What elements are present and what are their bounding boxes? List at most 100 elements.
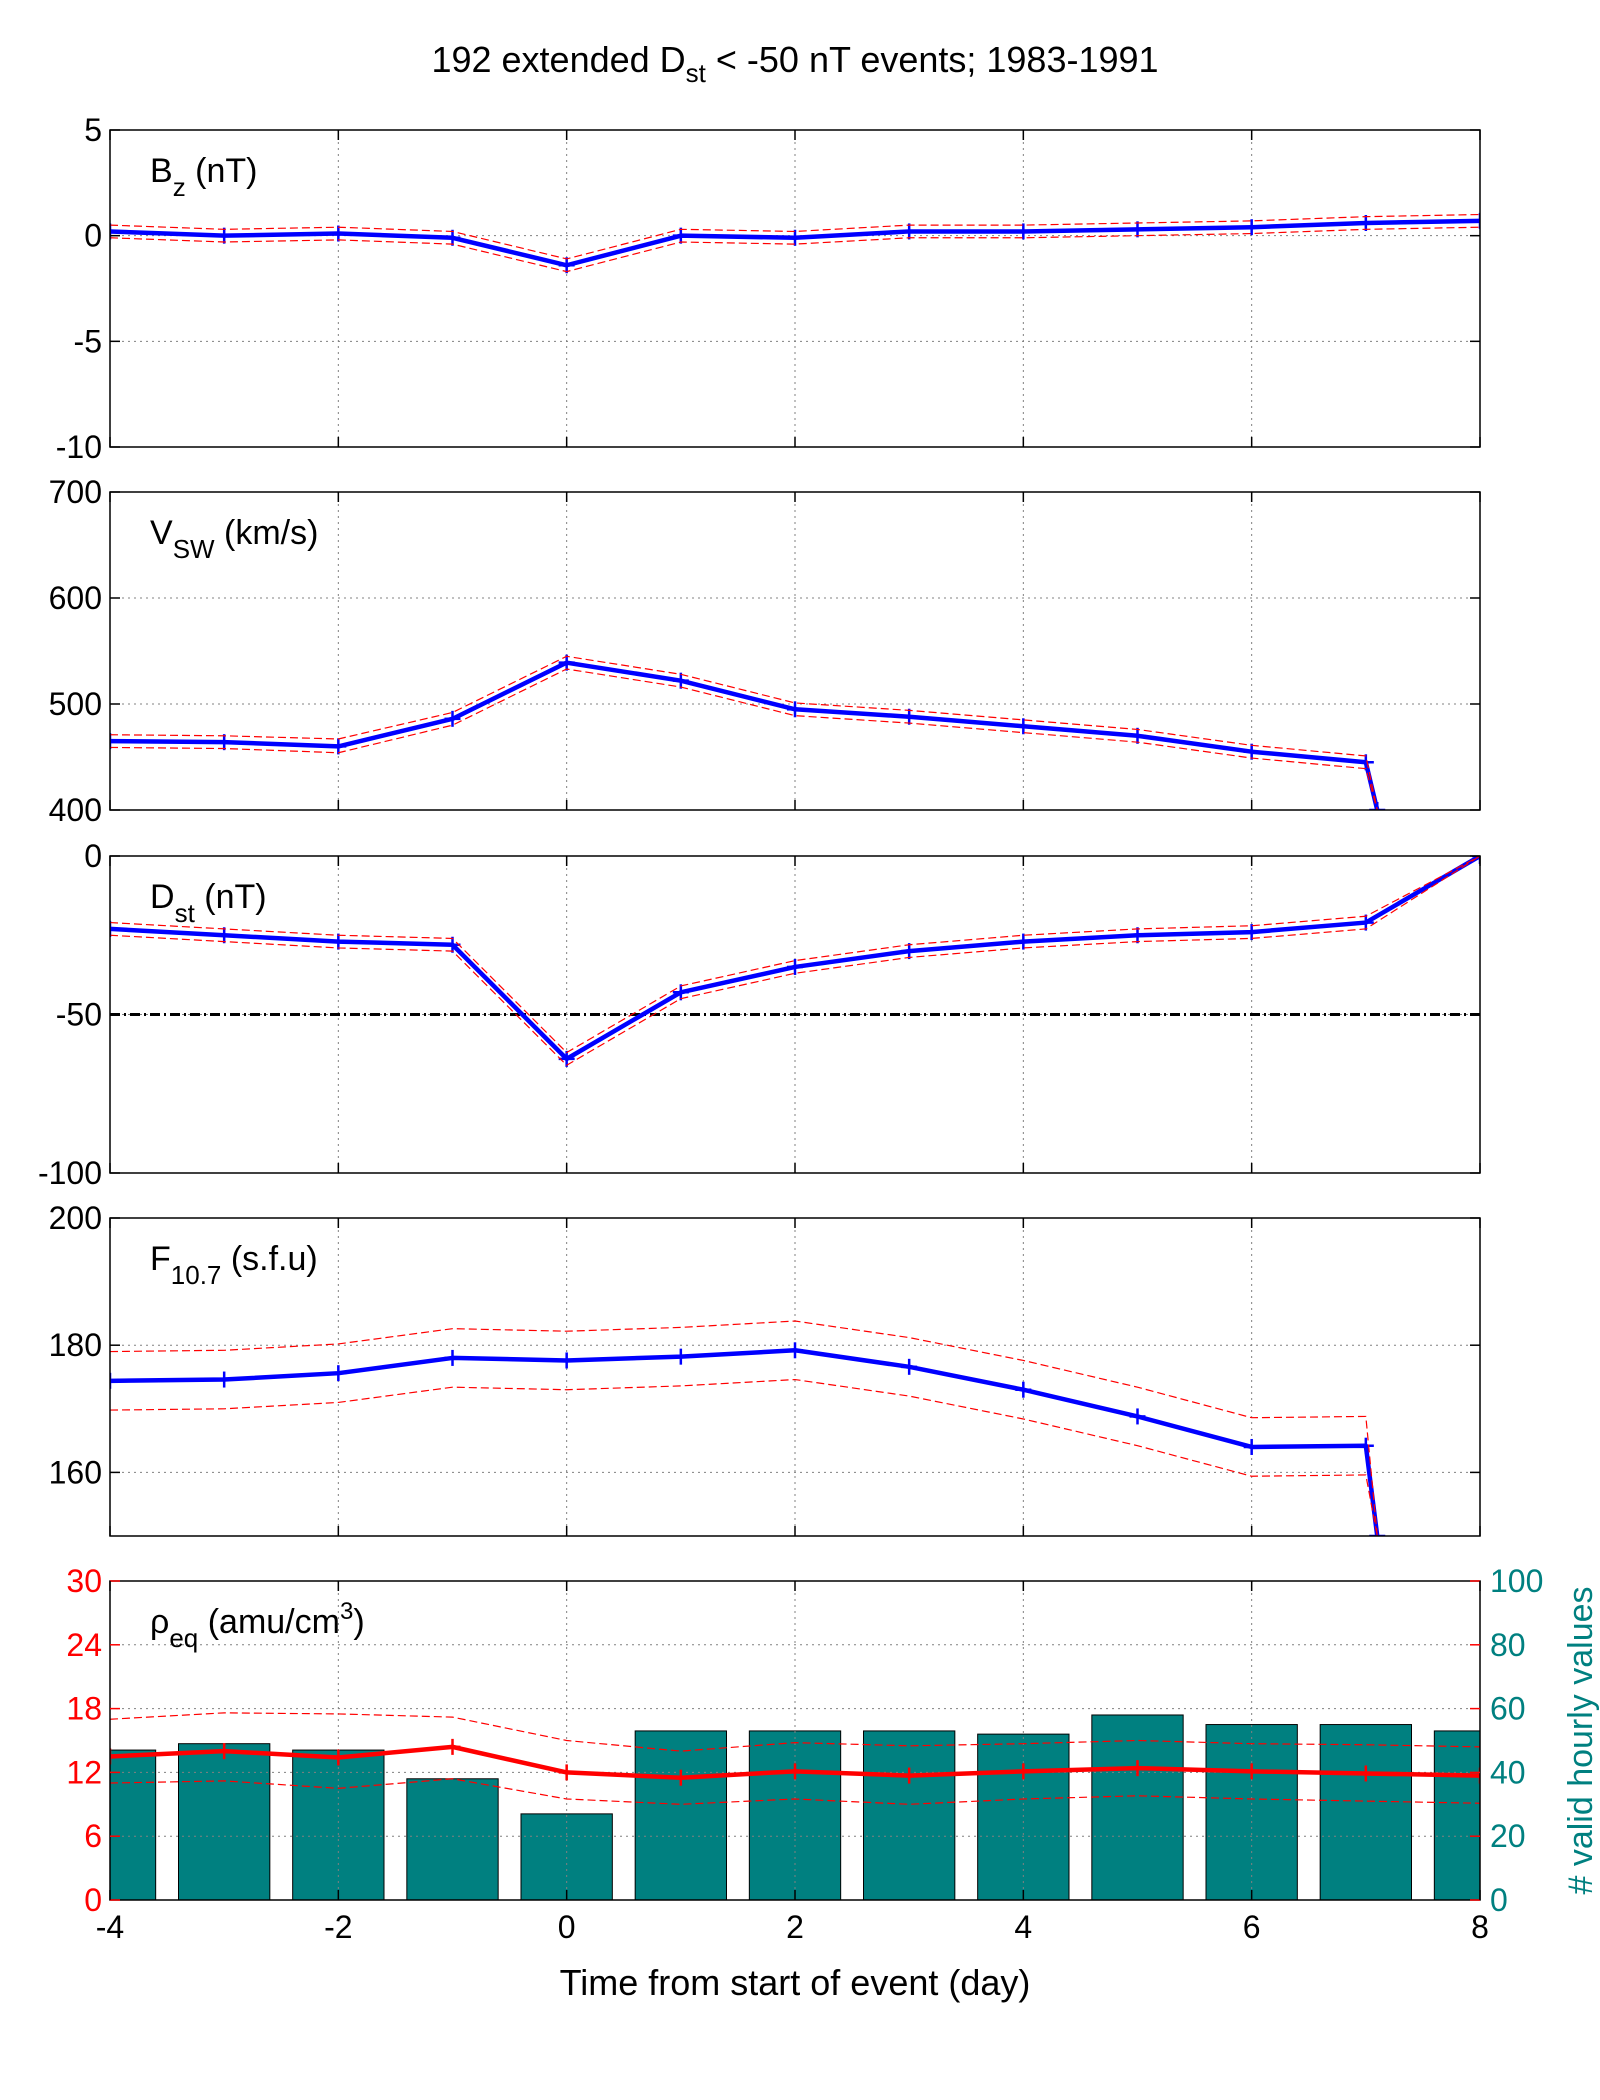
y2-tick-label: 40: [1490, 1754, 1526, 1790]
data-point: [558, 257, 575, 274]
series-lower-bound: [110, 1378, 1378, 1536]
data-point: [901, 223, 918, 240]
data-point: [1129, 927, 1146, 944]
series-group: [110, 1320, 1386, 1536]
panel-f10-7: 160 180 200 F10.7 (s.f.u): [49, 1200, 1481, 1537]
panel-label: ρeq (amu/cm3): [150, 1598, 365, 1653]
x-tick-label: 6: [1243, 1909, 1261, 1945]
x-tick-label: 2: [786, 1909, 804, 1945]
x-tick-label: 4: [1014, 1909, 1032, 1945]
y-tick-label: -10: [56, 429, 102, 465]
y-tick-label: 0: [84, 218, 102, 254]
data-point: [1129, 727, 1146, 744]
y-tick-label: 24: [66, 1627, 102, 1663]
data-point: [1129, 221, 1146, 238]
count-bar: [178, 1743, 271, 1900]
data-point: [1357, 914, 1374, 931]
panel-label: VSW (km/s): [150, 514, 318, 564]
data-point: [1357, 754, 1374, 771]
data-point: [787, 1342, 803, 1359]
x-tick-label: 0: [558, 1909, 576, 1945]
y-tick-label: 12: [66, 1754, 102, 1790]
data-point: [787, 701, 803, 718]
y-tick-label: -100: [38, 1155, 102, 1191]
data-point: [1357, 1437, 1374, 1454]
data-point: [216, 1743, 233, 1760]
series-upper-bound: [110, 655, 1378, 810]
data-point: [330, 933, 347, 950]
series-upper-bound: [110, 213, 1480, 260]
data-point: [558, 1050, 575, 1067]
panel-dst: -100 -50 0 Dst (nT): [38, 838, 1481, 1191]
data-point: [901, 1767, 918, 1784]
y-tick-label: 0: [84, 1882, 102, 1918]
series-mean-line: [110, 1348, 1380, 1536]
data-point: [1015, 1381, 1032, 1398]
data-point: [444, 710, 461, 727]
data-point: [330, 738, 347, 755]
series-group: [110, 1712, 1480, 1805]
data-point: [110, 733, 118, 750]
x-tick-label: 8: [1471, 1909, 1489, 1945]
y2-axis-label: # valid hourly values: [1562, 1586, 1600, 1894]
count-bar: [1091, 1714, 1184, 1900]
grid: [110, 1218, 1480, 1536]
panel-label: F10.7 (s.f.u): [150, 1240, 318, 1290]
y2-tick-label: 0: [1490, 1882, 1508, 1918]
data-point: [216, 1371, 233, 1388]
series-group: [110, 212, 1480, 274]
count-bar: [1433, 1730, 1480, 1900]
y-tick-label: 400: [49, 792, 102, 828]
data-point: [1243, 219, 1260, 236]
count-bar: [748, 1730, 842, 1900]
panel-label: Bz (nT): [150, 152, 257, 202]
data-point: [787, 229, 803, 246]
data-point: [558, 1764, 575, 1781]
data-point: [444, 1738, 461, 1755]
data-point: [1472, 1767, 1480, 1784]
y-tick-label: 30: [66, 1563, 102, 1599]
count-bar: [863, 1730, 956, 1900]
y-tick-label: 180: [49, 1327, 102, 1363]
y-tick-label: 6: [84, 1818, 102, 1854]
axes-box: [109, 129, 1481, 448]
series-upper-bound: [110, 856, 1480, 1054]
data-point: [1472, 212, 1480, 229]
data-point: [110, 920, 118, 937]
data-point: [1015, 1763, 1032, 1780]
data-point: [110, 1372, 118, 1389]
data-point: [1243, 1438, 1260, 1455]
count-bar: [1319, 1724, 1412, 1900]
data-point: [1243, 924, 1260, 941]
data-point: [110, 1748, 118, 1765]
y2-tick-label: 60: [1490, 1691, 1526, 1727]
series-lower-bound: [110, 1778, 1480, 1805]
data-point: [672, 227, 689, 244]
data-point: [558, 654, 575, 671]
y-tick-label: -5: [74, 323, 102, 359]
data-point: [216, 227, 233, 244]
y-tick-label: 160: [49, 1454, 102, 1490]
grid: [110, 130, 1480, 447]
y-tick-label: 0: [84, 838, 102, 874]
y2-tick-label: 80: [1490, 1627, 1526, 1663]
data-point: [444, 229, 461, 246]
x-tick-label: -4: [96, 1909, 124, 1945]
y2-tick-label: 20: [1490, 1818, 1526, 1854]
data-point: [1369, 802, 1386, 810]
data-point: [1015, 223, 1032, 240]
data-point: [1129, 1408, 1146, 1425]
y-tick-label: 600: [49, 580, 102, 616]
figure-title-main: 192 extended D: [431, 39, 685, 80]
figure-title-sub: st: [686, 58, 707, 88]
data-point: [901, 708, 918, 725]
data-point: [901, 1358, 918, 1375]
y-tick-label: 500: [49, 686, 102, 722]
data-point: [330, 1365, 347, 1382]
y-tick-label: 18: [66, 1691, 102, 1727]
count-bar: [634, 1730, 728, 1900]
data-point: [672, 1769, 689, 1786]
series-upper-bound: [110, 1712, 1480, 1752]
